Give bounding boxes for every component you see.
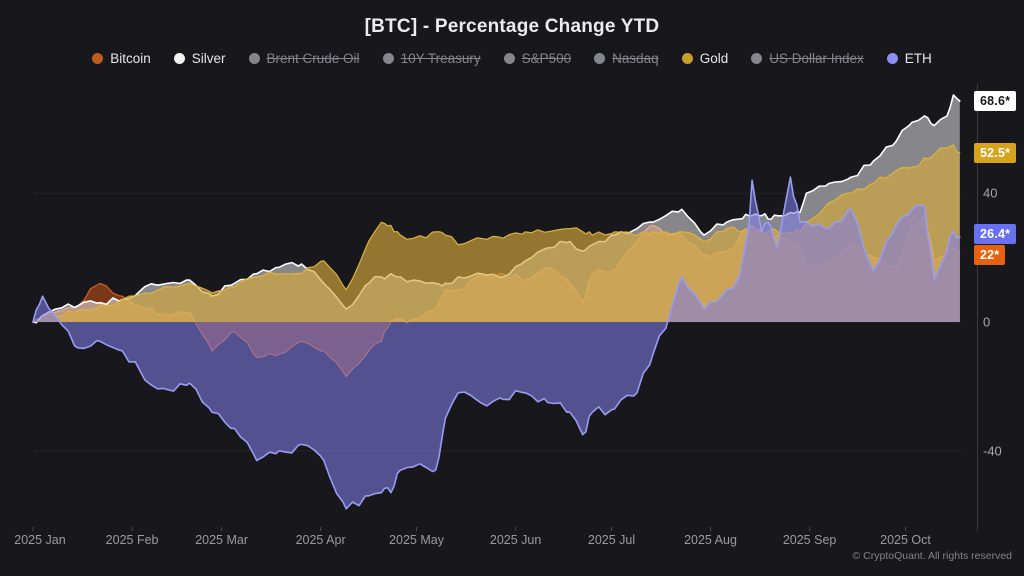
- x-axis-label-2025-apr: 2025 Apr: [295, 533, 346, 547]
- series-legend: Bitcoin Silver Brent Crude Oil 10Y Treasury…: [0, 48, 1024, 68]
- silver-value-badge: 68.6*: [974, 91, 1017, 112]
- legend-label: Brent Crude Oil: [266, 50, 360, 66]
- x-axis-label-2025-oct: 2025 Oct: [880, 533, 931, 547]
- x-axis-label-2025-jun: 2025 Jun: [489, 533, 542, 547]
- legend-label: US Dollar Index: [769, 50, 864, 66]
- y-axis-label--40: -40: [983, 443, 1002, 459]
- legend-item-gold[interactable]: Gold: [681, 50, 729, 66]
- legend-label: S&P500: [521, 50, 572, 66]
- legend-dot-icon: [382, 52, 394, 64]
- series-line-eth: [32, 176, 961, 510]
- legend-dot-icon: [173, 52, 185, 64]
- legend-label: Bitcoin: [110, 50, 151, 66]
- legend-item-s-p500[interactable]: S&P500: [503, 50, 572, 66]
- legend-label: ETH: [904, 50, 932, 66]
- x-axis-label-2025-jan: 2025 Jan: [14, 533, 66, 547]
- series-area-gold: [33, 144, 960, 322]
- x-axis-label-2025-mar: 2025 Mar: [195, 533, 248, 547]
- x-axis-label-2025-sep: 2025 Sep: [782, 533, 837, 547]
- legend-item-silver[interactable]: Silver: [173, 50, 226, 66]
- legend-item-10y-treasury[interactable]: 10Y Treasury: [382, 50, 481, 66]
- legend-dot-icon: [681, 52, 693, 64]
- legend-item-eth[interactable]: ETH: [886, 50, 932, 66]
- legend-dot-icon: [751, 52, 763, 64]
- legend-item-bitcoin[interactable]: Bitcoin: [92, 51, 151, 66]
- watermark: © CryptoQuant. All rights reserved: [852, 550, 1012, 562]
- legend-label: Silver: [191, 50, 226, 66]
- legend-dot-icon: [886, 52, 898, 64]
- bitcoin-value-badge: 22*: [974, 244, 1006, 265]
- eth-value-badge: 26.4*: [974, 223, 1017, 244]
- x-axis-label-2025-may: 2025 May: [389, 533, 444, 547]
- legend-dot-icon: [248, 52, 260, 64]
- x-axis-label-2025-aug: 2025 Aug: [684, 533, 737, 547]
- series-eth: [32, 176, 961, 510]
- gold-value-badge: 52.5*: [974, 142, 1017, 163]
- x-axis-label-2025-jul: 2025 Jul: [587, 533, 636, 547]
- legend-label: 10Y Treasury: [400, 50, 481, 66]
- series-area-eth: [33, 177, 960, 509]
- legend-item-brent-crude-oil[interactable]: Brent Crude Oil: [248, 50, 360, 66]
- legend-item-us-dollar-index[interactable]: US Dollar Index: [751, 51, 864, 66]
- y-axis-label-0: 0: [983, 314, 991, 330]
- legend-dot-icon: [503, 52, 515, 64]
- legend-label: Gold: [699, 50, 729, 66]
- legend-item-nasdaq[interactable]: Nasdaq: [594, 51, 659, 66]
- legend-dot-icon: [594, 52, 606, 64]
- legend-label: Nasdaq: [612, 50, 659, 66]
- chart-title: [BTC] - Percentage Change YTD: [364, 16, 660, 37]
- x-axis-label-2025-feb: 2025 Feb: [105, 533, 159, 547]
- legend-dot-icon: [92, 52, 104, 64]
- y-axis-label-40: 40: [983, 185, 998, 201]
